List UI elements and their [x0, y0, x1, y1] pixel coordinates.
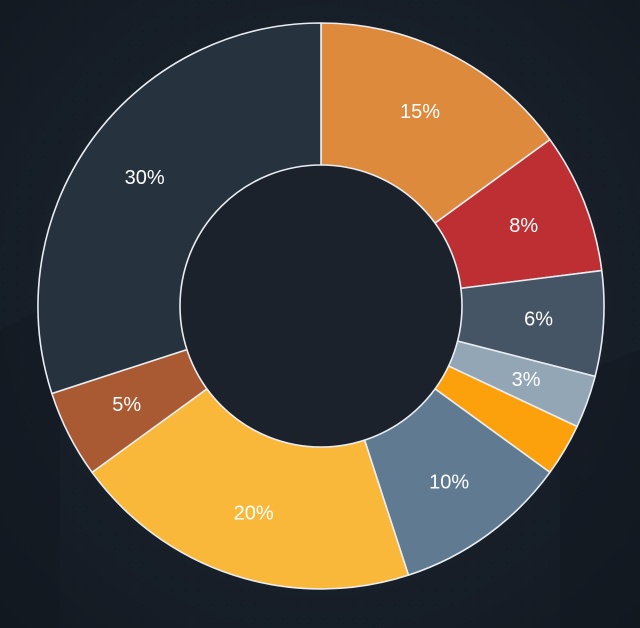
slice-label-4: 3% [512, 369, 541, 391]
donut-center [179, 164, 463, 448]
slice-label-7: 20% [234, 502, 274, 524]
labels-group: 15% 8% 6% 3% 10% 20% 5% 30% [112, 101, 553, 525]
slice-label-3: 6% [524, 309, 553, 331]
slice-label-2: 8% [509, 215, 538, 237]
slice-label-9: 30% [125, 167, 165, 189]
slice-label-8: 5% [112, 394, 141, 416]
slice-label-1: 15% [400, 101, 440, 123]
slice-label-6: 10% [429, 471, 469, 493]
